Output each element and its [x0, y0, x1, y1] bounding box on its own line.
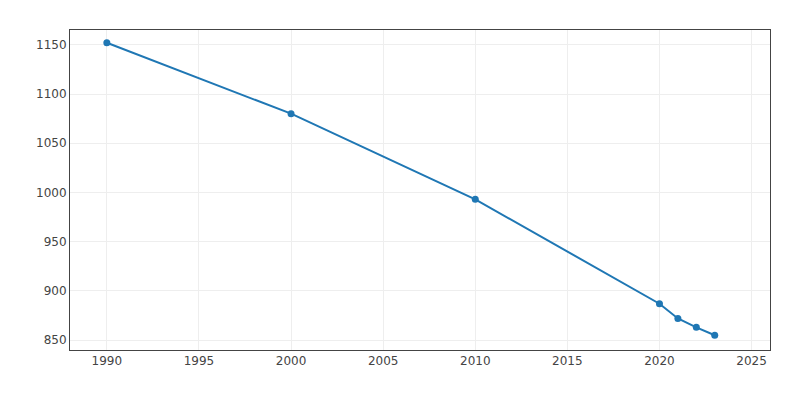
svg-text:2010: 2010 [460, 354, 491, 368]
svg-text:1000: 1000 [36, 186, 67, 200]
svg-text:900: 900 [44, 284, 67, 298]
svg-text:2020: 2020 [644, 354, 675, 368]
svg-text:1050: 1050 [36, 136, 67, 150]
svg-text:850: 850 [44, 333, 67, 347]
svg-text:2025: 2025 [736, 354, 767, 368]
svg-text:2015: 2015 [552, 354, 583, 368]
svg-text:1995: 1995 [184, 354, 215, 368]
svg-text:1100: 1100 [36, 87, 67, 101]
svg-text:2000: 2000 [276, 354, 307, 368]
svg-text:2005: 2005 [368, 354, 399, 368]
svg-text:950: 950 [44, 235, 67, 249]
svg-text:1990: 1990 [92, 354, 123, 368]
svg-text:1150: 1150 [36, 38, 67, 52]
